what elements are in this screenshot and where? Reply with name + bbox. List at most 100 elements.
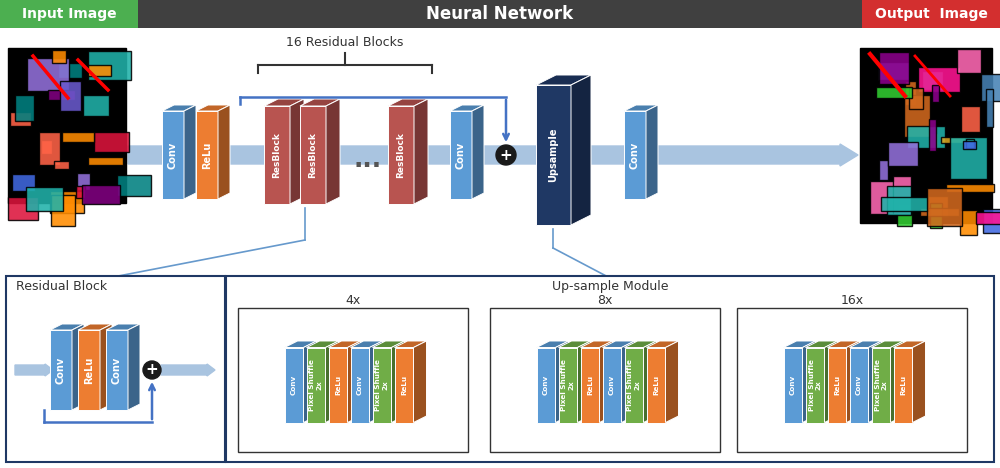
FancyBboxPatch shape	[62, 132, 94, 142]
Polygon shape	[394, 341, 426, 348]
FancyBboxPatch shape	[10, 111, 31, 126]
Polygon shape	[450, 105, 484, 111]
Polygon shape	[891, 341, 904, 423]
FancyBboxPatch shape	[957, 49, 981, 73]
FancyBboxPatch shape	[941, 137, 965, 143]
FancyBboxPatch shape	[887, 186, 911, 214]
Polygon shape	[624, 348, 644, 423]
Polygon shape	[894, 341, 926, 348]
Polygon shape	[600, 341, 612, 423]
Polygon shape	[394, 348, 414, 423]
Text: ResBlock: ResBlock	[308, 132, 318, 178]
FancyBboxPatch shape	[490, 308, 720, 452]
Polygon shape	[372, 348, 392, 423]
Polygon shape	[285, 341, 316, 348]
Text: Conv: Conv	[291, 375, 297, 395]
Polygon shape	[536, 75, 591, 85]
Text: Pixel Shuffle
2x: Pixel Shuffle 2x	[808, 359, 822, 411]
Polygon shape	[558, 348, 578, 423]
Polygon shape	[536, 341, 568, 348]
FancyBboxPatch shape	[82, 185, 120, 204]
FancyBboxPatch shape	[94, 132, 129, 152]
FancyBboxPatch shape	[88, 65, 111, 76]
FancyBboxPatch shape	[920, 208, 959, 216]
FancyBboxPatch shape	[928, 133, 938, 149]
Polygon shape	[50, 324, 84, 330]
FancyBboxPatch shape	[946, 184, 994, 191]
FancyBboxPatch shape	[51, 196, 75, 226]
FancyBboxPatch shape	[918, 67, 960, 92]
FancyBboxPatch shape	[83, 95, 109, 116]
Polygon shape	[472, 105, 484, 199]
Polygon shape	[784, 348, 802, 423]
FancyBboxPatch shape	[904, 95, 930, 138]
Polygon shape	[806, 341, 838, 348]
Circle shape	[143, 361, 161, 379]
Text: Conv: Conv	[168, 141, 178, 168]
FancyBboxPatch shape	[876, 87, 912, 98]
Polygon shape	[218, 105, 230, 199]
Polygon shape	[602, 348, 622, 423]
FancyArrow shape	[128, 144, 858, 166]
Text: Residual Block: Residual Block	[16, 280, 107, 293]
FancyArrow shape	[161, 364, 215, 376]
Text: 4x: 4x	[345, 294, 361, 307]
Polygon shape	[558, 341, 590, 348]
FancyBboxPatch shape	[76, 186, 85, 198]
FancyBboxPatch shape	[0, 0, 138, 28]
Polygon shape	[351, 341, 382, 348]
FancyBboxPatch shape	[897, 203, 912, 226]
FancyArrow shape	[15, 364, 53, 376]
Polygon shape	[351, 348, 370, 423]
FancyBboxPatch shape	[860, 48, 992, 223]
FancyBboxPatch shape	[88, 157, 123, 165]
FancyBboxPatch shape	[960, 210, 977, 235]
Polygon shape	[414, 341, 426, 423]
FancyBboxPatch shape	[927, 196, 948, 217]
Text: ReLu: ReLu	[401, 375, 407, 395]
Polygon shape	[536, 348, 556, 423]
Polygon shape	[784, 341, 816, 348]
FancyBboxPatch shape	[226, 276, 994, 462]
Polygon shape	[580, 348, 600, 423]
FancyBboxPatch shape	[117, 175, 151, 196]
Text: Conv: Conv	[357, 375, 363, 395]
FancyBboxPatch shape	[77, 173, 90, 190]
Polygon shape	[328, 348, 348, 423]
Polygon shape	[162, 105, 196, 111]
FancyBboxPatch shape	[922, 71, 943, 89]
Text: 8x: 8x	[597, 294, 613, 307]
FancyBboxPatch shape	[238, 308, 468, 452]
Polygon shape	[78, 330, 100, 410]
Polygon shape	[388, 99, 428, 106]
Polygon shape	[306, 341, 338, 348]
Polygon shape	[300, 106, 326, 204]
Polygon shape	[556, 341, 568, 423]
Polygon shape	[328, 341, 360, 348]
Polygon shape	[128, 324, 140, 410]
FancyBboxPatch shape	[963, 141, 976, 149]
Text: Pixel Shuffle
2x: Pixel Shuffle 2x	[874, 359, 888, 411]
FancyBboxPatch shape	[879, 52, 909, 84]
Text: Conv: Conv	[112, 356, 122, 384]
FancyBboxPatch shape	[12, 175, 35, 191]
Polygon shape	[370, 341, 382, 423]
Text: +: +	[146, 363, 158, 378]
Text: ReLu: ReLu	[335, 375, 341, 395]
Polygon shape	[414, 99, 428, 204]
Polygon shape	[300, 99, 340, 106]
FancyBboxPatch shape	[48, 90, 75, 100]
Text: ReLu: ReLu	[587, 375, 593, 395]
Polygon shape	[872, 348, 891, 423]
FancyBboxPatch shape	[52, 51, 66, 63]
Polygon shape	[285, 348, 304, 423]
Polygon shape	[872, 341, 904, 348]
Polygon shape	[824, 341, 838, 423]
Text: Output  Image: Output Image	[875, 7, 987, 21]
Polygon shape	[100, 324, 112, 410]
Text: ReLu: ReLu	[834, 375, 840, 395]
Polygon shape	[850, 341, 882, 348]
Polygon shape	[828, 348, 846, 423]
Text: ReLu: ReLu	[653, 375, 659, 395]
FancyBboxPatch shape	[15, 95, 34, 121]
